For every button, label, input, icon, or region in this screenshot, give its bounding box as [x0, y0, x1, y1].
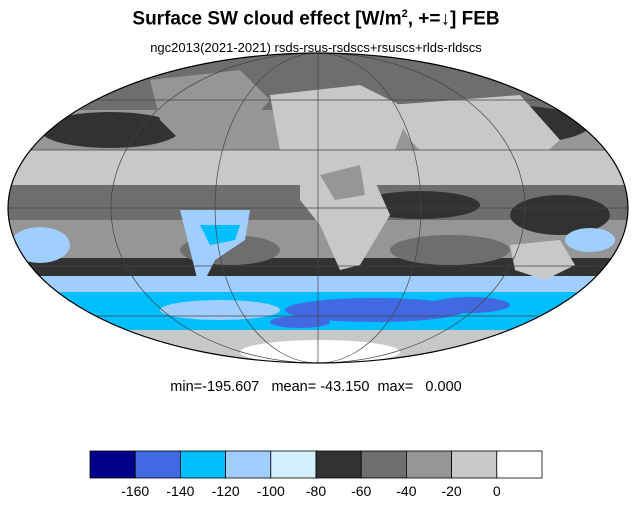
colorbar-label: -80 [305, 483, 327, 499]
colorbar-label: -140 [166, 483, 195, 499]
title-text: Surface SW cloud effect [W/m [132, 8, 402, 30]
plot-title: Surface SW cloud effect [W/m2, +=↓] FEB [0, 8, 632, 30]
colorbar-box [405, 450, 452, 479]
colorbar-box [315, 450, 362, 479]
title-suffix: , +=↓] FEB [407, 8, 500, 30]
colorbar-label: -40 [396, 483, 417, 499]
colorbar-box [451, 450, 498, 479]
colorbar-label: -120 [211, 483, 240, 499]
colorbar-box [496, 450, 543, 479]
colorbar-box [360, 450, 407, 479]
title-superscript: 2 [401, 8, 408, 20]
map-outline [7, 52, 629, 364]
colorbar-box [225, 450, 272, 479]
colorbar-box [134, 450, 181, 479]
stats-line: min=-195.607 mean= -43.150 max= 0.000 [170, 379, 462, 395]
colorbar-box [89, 450, 136, 479]
colorbar-label: -60 [351, 483, 372, 499]
colorbar-label: 0 [492, 483, 501, 499]
colorbar-box [270, 450, 317, 479]
plot-subtitle: ngc2013(2021-2021) rsds-rsus-rsdscs+rsus… [150, 40, 482, 55]
colorbar-label: -160 [121, 483, 150, 499]
colorbar-box [179, 450, 226, 479]
colorbar-label: -100 [256, 483, 285, 499]
map-field [8, 53, 628, 363]
colorbar-label: -20 [441, 483, 462, 499]
